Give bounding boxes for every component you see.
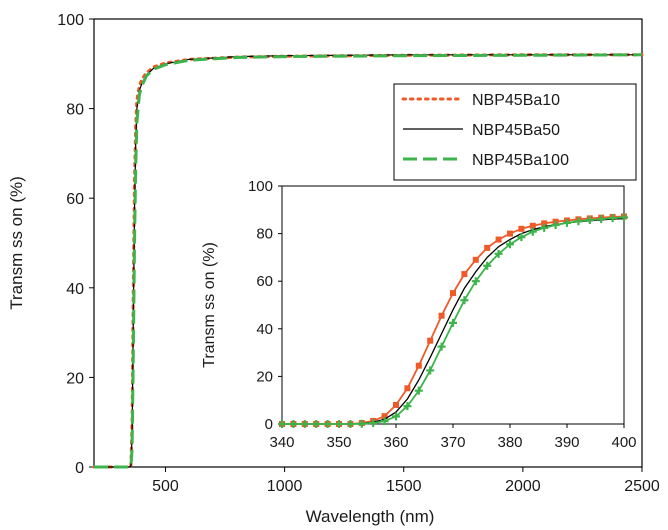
inset-point-square bbox=[381, 413, 388, 420]
inset-point-cross bbox=[540, 223, 549, 232]
inset-point-square bbox=[507, 230, 513, 237]
main-x-tick-label: 1500 bbox=[386, 478, 422, 495]
inset-point-cross bbox=[323, 420, 332, 428]
legend-entry: NBP45Ba50 bbox=[472, 122, 560, 139]
main-y-tick-label: 100 bbox=[57, 12, 84, 29]
inset-point-cross bbox=[414, 386, 423, 395]
inset-x-tick-label: 350 bbox=[326, 434, 351, 451]
inset-point-cross bbox=[608, 214, 617, 223]
inset-point-cross bbox=[437, 342, 446, 351]
inset-point-cross bbox=[585, 216, 594, 225]
inset-point-cross bbox=[369, 419, 378, 428]
inset-point-cross bbox=[449, 318, 457, 327]
inset-point-square bbox=[415, 362, 422, 369]
inset-y-axis-title: Transm ss on (%) bbox=[201, 242, 218, 368]
inset-point-cross bbox=[460, 296, 469, 305]
inset-point-square bbox=[541, 220, 548, 227]
inset-x-tick-label: 390 bbox=[554, 434, 579, 451]
main-x-tick-label: 500 bbox=[152, 478, 179, 495]
inset-point-cross bbox=[597, 215, 606, 224]
inset-point-cross bbox=[300, 420, 309, 428]
inset-point-cross bbox=[346, 420, 355, 428]
inset-point-square bbox=[472, 256, 479, 263]
inset-x-tick-label: 360 bbox=[383, 434, 408, 451]
main-y-tick-label: 40 bbox=[66, 281, 84, 298]
inset-point-cross bbox=[357, 419, 366, 428]
inset-x-tick-label: 370 bbox=[440, 434, 465, 451]
inset-point-square bbox=[518, 225, 525, 232]
inset-point-cross bbox=[392, 412, 400, 421]
inset-y-tick-label: 0 bbox=[265, 416, 273, 433]
inset-point-cross bbox=[426, 366, 435, 375]
legend: NBP45Ba10 NBP45Ba50 NBP45Ba100 bbox=[393, 83, 637, 181]
inset-point-square bbox=[393, 401, 399, 408]
main-y-tick-label: 80 bbox=[66, 102, 84, 119]
inset-y-tick-label: 40 bbox=[256, 321, 273, 338]
main-x-tick-label: 2000 bbox=[505, 478, 541, 495]
inset-point-cross bbox=[483, 261, 492, 270]
inset-point-square bbox=[495, 236, 502, 243]
main-x-tick-label: 2500 bbox=[624, 478, 660, 495]
inset-point-cross bbox=[494, 249, 503, 258]
main-y-axis-title: Transm ss on (%) bbox=[7, 176, 26, 310]
inset-ticks: 0 20 40 60 80 100 340 350 360 370 380 390 400 bbox=[248, 178, 637, 451]
inset-y-tick-label: 60 bbox=[256, 273, 273, 290]
inset-point-square bbox=[461, 271, 468, 278]
inset-point-cross bbox=[574, 217, 583, 226]
inset-point-square bbox=[484, 244, 491, 251]
inset-point-cross bbox=[551, 221, 560, 230]
inset-point-cross bbox=[528, 227, 537, 236]
main-y-tick-label: 0 bbox=[75, 460, 84, 477]
main-series-lines bbox=[92, 53, 644, 469]
inset-point-cross bbox=[380, 417, 389, 426]
inset-point-square bbox=[427, 337, 434, 344]
inset-y-tick-label: 80 bbox=[256, 226, 273, 243]
inset-point-square bbox=[438, 312, 445, 319]
inset-point-square bbox=[404, 385, 411, 392]
inset-point-cross bbox=[506, 240, 514, 249]
main-y-tick-label: 20 bbox=[66, 370, 84, 387]
inset-point-cross bbox=[278, 420, 286, 428]
inset-point-square bbox=[450, 290, 456, 297]
inset-point-cross bbox=[517, 233, 526, 242]
main-series-line bbox=[94, 53, 643, 469]
legend-entry: NBP45Ba10 bbox=[472, 92, 560, 109]
inset-point-cross bbox=[471, 277, 480, 286]
inset-point-cross bbox=[312, 420, 321, 428]
inset-point-square bbox=[529, 222, 536, 229]
legend-entry: NBP45Ba100 bbox=[472, 152, 569, 169]
inset-point-cross bbox=[620, 213, 628, 222]
inset-x-tick-label: 380 bbox=[497, 434, 522, 451]
main-plot-frame bbox=[93, 18, 643, 468]
inset-y-tick-label: 20 bbox=[256, 368, 273, 385]
inset-x-tick-label: 400 bbox=[611, 434, 636, 451]
inset-y-tick-label: 100 bbox=[248, 178, 273, 195]
main-x-tick-label: 1000 bbox=[267, 478, 303, 495]
inset-x-tick-label: 340 bbox=[269, 434, 294, 451]
inset-point-cross bbox=[403, 402, 412, 411]
main-x-axis-title: Wavelength (nm) bbox=[306, 507, 435, 526]
inset-point-cross bbox=[335, 420, 343, 428]
inset-point-cross bbox=[563, 218, 571, 227]
main-y-tick-label: 60 bbox=[66, 191, 84, 208]
inset-series bbox=[278, 213, 628, 428]
inset-point-cross bbox=[289, 420, 298, 428]
